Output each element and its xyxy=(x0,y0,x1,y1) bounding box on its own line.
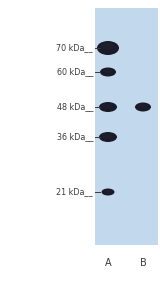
Ellipse shape xyxy=(100,42,113,49)
Ellipse shape xyxy=(100,68,116,77)
Text: 21 kDa__: 21 kDa__ xyxy=(56,187,93,196)
Ellipse shape xyxy=(104,189,111,193)
Text: 36 kDa__: 36 kDa__ xyxy=(57,132,93,141)
Text: B: B xyxy=(140,258,146,268)
Ellipse shape xyxy=(102,68,112,73)
Ellipse shape xyxy=(99,102,117,112)
Ellipse shape xyxy=(101,189,115,196)
Ellipse shape xyxy=(102,133,112,138)
Ellipse shape xyxy=(135,102,151,111)
Ellipse shape xyxy=(99,132,117,142)
Bar xyxy=(95,8,158,245)
Text: 48 kDa__: 48 kDa__ xyxy=(57,102,93,111)
Text: A: A xyxy=(105,258,111,268)
Text: 60 kDa__: 60 kDa__ xyxy=(57,68,93,77)
Text: 70 kDa__: 70 kDa__ xyxy=(56,43,93,52)
Ellipse shape xyxy=(97,41,119,55)
Ellipse shape xyxy=(137,103,147,108)
Ellipse shape xyxy=(102,103,112,108)
